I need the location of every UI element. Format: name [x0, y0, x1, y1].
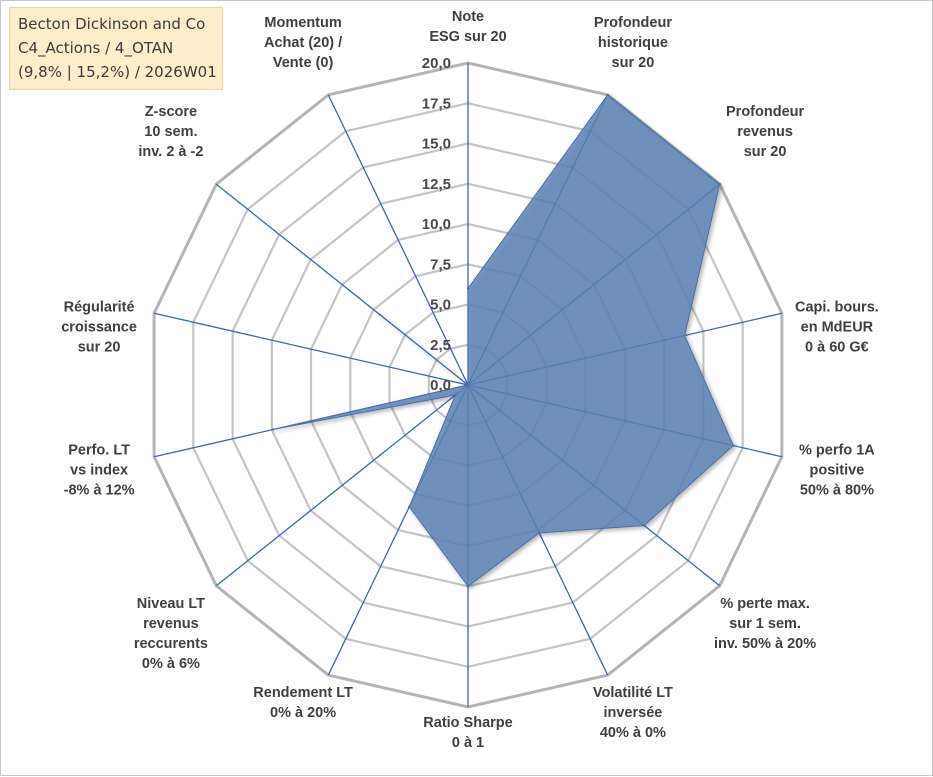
data-point: [732, 444, 735, 447]
tick-label: 5,0: [430, 297, 451, 314]
category-label: vs index: [70, 463, 128, 479]
category-label: Perfo. LT: [68, 443, 130, 459]
category-label: 50% à 80%: [800, 483, 874, 499]
data-point: [538, 531, 541, 535]
data-point: [408, 505, 411, 508]
category-label: inv. 50% à 20%: [714, 636, 816, 652]
category-label: en MdEUR: [801, 319, 874, 335]
data-point: [718, 183, 721, 186]
category-label: Capi. bours.: [795, 299, 879, 315]
tick-label: 7,5: [430, 256, 451, 273]
category-label: Momentum: [264, 15, 341, 31]
data-point: [643, 524, 646, 527]
category-label: % perte max.: [720, 596, 809, 612]
category-label: Vente (0): [273, 55, 334, 71]
series-polygon: [273, 94, 734, 588]
category-label: sur 20: [78, 339, 121, 355]
category-label: % perfo 1A: [799, 443, 875, 459]
category-label: 10 sem.: [144, 124, 197, 140]
category-label: croissance: [61, 319, 137, 335]
info-category: C4_Actions / 4_OTAN: [18, 39, 174, 57]
category-label: Ratio Sharpe: [423, 715, 512, 731]
category-label: Achat (20) /: [264, 35, 342, 51]
info-period: (9,8% | 15,2%) / 2026W01: [18, 63, 217, 81]
category-label: historique: [598, 35, 668, 51]
tick-label: 10,0: [422, 216, 451, 233]
data-point: [272, 428, 275, 431]
category-label: ESG sur 20: [429, 29, 506, 45]
data-point: [378, 313, 382, 316]
category-label: inversée: [603, 705, 662, 721]
category-label: reccurents: [134, 636, 208, 652]
data-point: [454, 393, 457, 397]
category-label: Niveau LT: [137, 596, 205, 612]
info-box: Becton Dickinson and Co C4_Actions / 4_O…: [9, 7, 223, 90]
data-point: [466, 383, 470, 387]
category-label: -8% à 12%: [64, 483, 135, 499]
tick-label: 17,5: [422, 95, 451, 112]
series-area: [272, 93, 735, 588]
data-point: [466, 287, 470, 290]
category-label: revenus: [737, 124, 793, 140]
category-label: Z-score: [145, 104, 197, 120]
category-label: Profondeur: [594, 15, 672, 31]
data-point: [683, 334, 686, 337]
radial-tick-labels: 0,0 2,5 5,0 7,5 10,0 12,5 15,0 17,5 20,0: [422, 55, 451, 394]
category-label: 0% à 20%: [270, 705, 336, 721]
category-label: Profondeur: [726, 104, 804, 120]
data-point: [466, 585, 470, 588]
category-labels: Note ESG sur 20 Profondeur historique sur 20…: [61, 9, 879, 751]
info-company-name: Becton Dickinson and Co: [18, 15, 206, 33]
category-label: sur 1 sem.: [729, 616, 801, 632]
category-label: revenus: [143, 616, 199, 632]
category-label: Rendement LT: [253, 685, 353, 701]
category-label: Volatilité LT: [593, 685, 673, 701]
tick-label: 20,0: [422, 55, 451, 72]
category-label: Régularité: [64, 299, 135, 315]
category-label: 0 à 1: [452, 735, 484, 751]
category-label: positive: [810, 463, 865, 479]
data-point: [606, 93, 609, 97]
category-label: sur 20: [744, 144, 787, 160]
tick-label: 12,5: [422, 176, 451, 193]
tick-label: 15,0: [422, 136, 451, 153]
tick-label: 2,5: [430, 337, 451, 354]
category-label: inv. 2 à -2: [138, 144, 203, 160]
spoke-line: [215, 384, 469, 587]
spoke-line: [327, 94, 469, 386]
category-label: sur 20: [612, 55, 655, 71]
category-label: Note: [452, 9, 484, 25]
category-label: 0 à 60 G€: [805, 339, 869, 355]
tick-label: 0,0: [430, 377, 451, 394]
category-label: 0% à 6%: [142, 656, 200, 672]
category-label: 40% à 0%: [600, 725, 666, 741]
spoke-line: [153, 312, 469, 386]
